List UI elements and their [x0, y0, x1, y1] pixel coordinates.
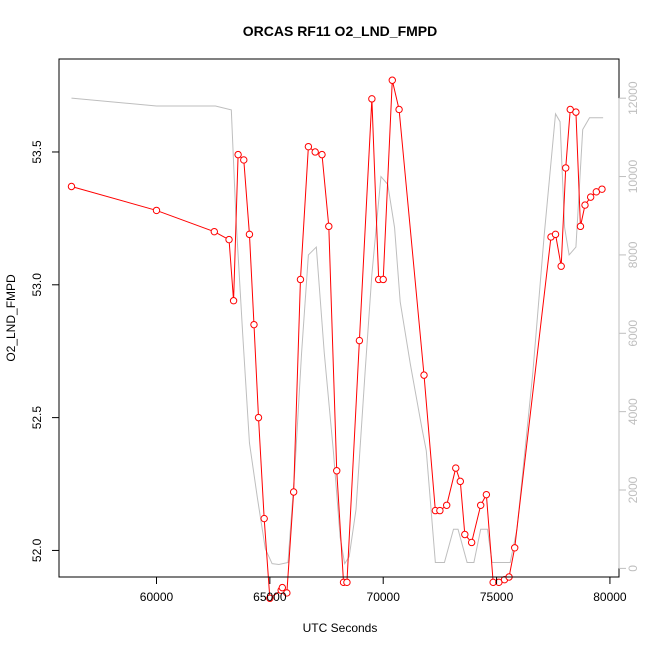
series-line-right-axis: [71, 97, 604, 566]
x-tick-label: 70000: [367, 590, 401, 604]
series-point: [442, 501, 451, 509]
x-axis: 60000 65000 70000 75000 80000: [140, 576, 627, 604]
series-point: [581, 201, 589, 209]
series-point: [461, 530, 469, 539]
series-point: [379, 275, 387, 284]
series-point: [325, 222, 333, 231]
series-point: [562, 164, 570, 172]
series-point: [598, 185, 606, 193]
series-point: [234, 150, 242, 159]
series-point: [318, 150, 326, 159]
y2-tick-label: 12000: [626, 81, 640, 115]
series-line-o2: [71, 80, 603, 600]
series-point: [477, 501, 485, 509]
series-point: [311, 148, 319, 156]
series-point: [152, 206, 161, 215]
series-point: [572, 108, 580, 116]
series-point: [388, 76, 396, 84]
series-point: [289, 488, 298, 496]
series-point: [482, 490, 491, 499]
y-tick-label: 52.0: [30, 538, 44, 562]
y2-tick-label: 0: [626, 565, 640, 572]
series-point: [296, 275, 305, 284]
y2-tick-label: 8000: [626, 241, 640, 268]
y-tick-label: 52.5: [30, 406, 44, 430]
series-point: [283, 589, 291, 597]
series-point: [254, 413, 263, 422]
series-point: [210, 227, 219, 236]
y-tick-label: 53.5: [30, 140, 44, 164]
chart-title: ORCAS RF11 O2_LND_FMPD: [243, 23, 437, 39]
series-point: [266, 594, 274, 602]
y-axis-label: O2_LND_FMPD: [4, 274, 18, 362]
x-tick-label: 80000: [593, 590, 627, 604]
series-point: [333, 467, 341, 475]
series-point: [395, 105, 403, 114]
series-point: [436, 506, 444, 515]
x-tick-label: 75000: [480, 590, 514, 604]
y2-tick-label: 10000: [626, 160, 640, 194]
x-tick-label: 60000: [140, 590, 174, 604]
series-point: [452, 464, 460, 472]
series-point: [225, 235, 233, 244]
series-point: [67, 182, 76, 191]
series-point: [511, 544, 519, 552]
y2-tick-label: 2000: [626, 476, 640, 503]
series-point: [250, 320, 258, 329]
series-point: [368, 95, 376, 103]
series-point: [557, 262, 565, 270]
series-point: [278, 583, 287, 592]
series-point: [343, 578, 351, 587]
series-point: [467, 538, 476, 547]
x-axis-label: UTC Seconds: [303, 621, 378, 635]
series-point: [304, 142, 313, 151]
series-point: [576, 222, 585, 231]
y-tick-label: 53.0: [30, 273, 44, 297]
series-point: [260, 514, 268, 523]
x-tick-label: 65000: [253, 590, 287, 604]
y-axis-left: 52.0 52.5 53.0 53.5: [30, 140, 60, 562]
plot-frame: [58, 58, 620, 578]
series-layer: [67, 76, 606, 602]
y2-tick-label: 6000: [626, 320, 640, 347]
series-point: [551, 230, 560, 239]
series-point: [586, 193, 595, 201]
y2-tick-label: 4000: [626, 398, 640, 425]
y-axis-right: 0 2000 4000 6000 8000 10000 12000: [618, 81, 640, 572]
series-point: [420, 371, 428, 379]
series-point: [229, 297, 238, 305]
series-point: [240, 156, 248, 164]
series-point: [456, 477, 464, 486]
series-point: [245, 230, 254, 239]
series-point: [355, 336, 364, 345]
